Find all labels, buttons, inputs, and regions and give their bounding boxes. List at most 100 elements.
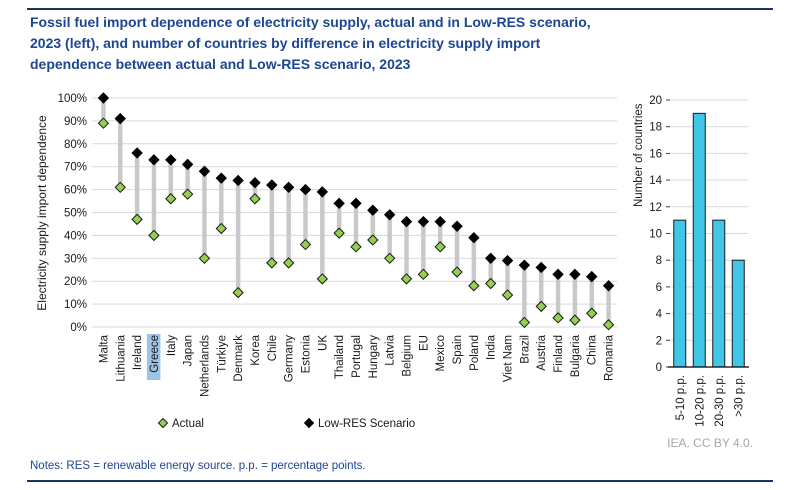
lowres-marker: [299, 183, 312, 196]
y-axis-tick-label: 14: [649, 175, 662, 187]
y-axis-tick-label: 12: [649, 202, 662, 214]
x-axis-category-label: Mexico: [435, 335, 447, 371]
lowres-marker: [148, 154, 160, 166]
x-axis-category-label: Bulgaria: [570, 334, 582, 377]
lowres-marker: [316, 186, 329, 198]
actual-marker: [333, 227, 345, 239]
actual-marker: [434, 241, 446, 253]
x-axis-category-label: UK: [317, 335, 329, 351]
x-axis-category-label: Spain: [452, 335, 464, 364]
x-axis-category-label: Romania: [604, 334, 616, 381]
actual-marker: [148, 229, 160, 242]
x-axis-category-label: Lithuania: [115, 334, 127, 381]
actual-marker: [552, 312, 564, 324]
actual-marker: [383, 252, 396, 265]
lowres-marker: [383, 209, 396, 221]
x-axis-category-label: Malta: [98, 334, 110, 363]
y-axis-tick-label: 80%: [64, 139, 87, 151]
actual-marker: [198, 252, 211, 265]
y-axis-tick-label: 70%: [64, 162, 87, 174]
actual-marker: [232, 286, 244, 299]
legend-actual-marker-icon: [157, 417, 169, 429]
lowres-marker: [97, 92, 110, 104]
x-axis-category-label: Thailand: [334, 335, 346, 379]
x-axis-category-label: India: [486, 334, 498, 360]
lowres-marker: [367, 204, 379, 216]
x-axis-category-label: Greece: [149, 335, 161, 373]
x-axis-category-label: 10-20 p.p.: [694, 375, 706, 427]
actual-marker: [97, 117, 110, 129]
actual-marker: [535, 300, 547, 313]
figure-title: Fossil fuel import dependence of electri…: [30, 12, 780, 75]
lowres-marker: [198, 165, 211, 177]
y-axis-tick-label: 8: [656, 255, 662, 267]
y-axis-tick-label: 6: [656, 282, 662, 294]
lowres-marker: [501, 254, 514, 267]
actual-marker: [282, 257, 295, 269]
actual-marker: [602, 319, 615, 331]
actual-marker: [586, 307, 598, 319]
bottom-divider: [27, 480, 773, 482]
x-axis-category-label: Denmark: [233, 335, 245, 382]
x-axis-category-label: Latvia: [385, 334, 397, 365]
lowres-marker: [131, 147, 143, 159]
lowres-marker: [282, 181, 295, 194]
lowres-marker: [266, 179, 278, 191]
y-axis-tick-label: 20%: [64, 276, 87, 288]
actual-marker: [299, 238, 312, 251]
figure-title-line-2: 2023 (left), and number of countries by …: [30, 35, 541, 51]
actual-marker: [367, 234, 379, 246]
actual-marker: [114, 181, 126, 194]
x-axis-category-label: Germany: [284, 335, 296, 383]
lowres-marker: [215, 172, 227, 184]
figure-title-line-1: Fossil fuel import dependence of electri…: [30, 14, 591, 30]
lowres-marker: [417, 215, 430, 228]
greece-highlight: [146, 334, 161, 380]
y-axis-tick-label: 2: [656, 335, 662, 347]
y-axis-tick-label: 4: [656, 309, 663, 321]
x-axis-category-label: Italy: [166, 335, 178, 356]
y-axis-tick-label: 30%: [64, 253, 87, 265]
x-axis-category-label: China: [587, 334, 599, 365]
y-axis-tick-label: 10: [649, 229, 662, 241]
actual-marker: [501, 289, 514, 301]
x-axis-category-label: Korea: [250, 334, 262, 365]
x-axis-category-label: Poland: [469, 335, 481, 371]
lowres-marker: [333, 197, 345, 210]
x-axis-category-label: 20-30 p.p.: [714, 375, 726, 427]
dumbbell-chart-import-dependence: 0% 10% 20% 30% 40% 50% 60% 70% 80% 90% 100% Electri…: [35, 92, 617, 430]
lowres-marker: [114, 112, 126, 125]
actual-marker: [316, 273, 329, 285]
actual-marker: [518, 316, 531, 329]
lowres-marker: [602, 280, 615, 292]
x-axis-category-label: Finland: [553, 335, 565, 373]
x-axis-category-label: >30 p.p.: [733, 375, 745, 417]
x-axis-category-label: Türkiye: [216, 335, 228, 373]
top-divider: [27, 8, 773, 10]
bar: [692, 112, 706, 368]
x-axis-category-label: 5-10 p.p.: [675, 375, 687, 420]
actual-marker: [165, 193, 177, 205]
actual-marker: [569, 314, 581, 326]
actual-marker: [350, 241, 362, 253]
x-axis-category-label: Estonia: [300, 334, 312, 373]
lowres-marker: [518, 259, 531, 271]
y-axis-title: Number of countries: [633, 103, 645, 207]
y-axis-tick-label: 0%: [70, 322, 87, 334]
lowres-marker: [535, 261, 547, 274]
x-axis-category-label: Austria: [536, 334, 548, 370]
actual-marker: [400, 273, 413, 285]
actual-marker: [468, 280, 480, 292]
notes-text: Notes: RES = renewable energy source. p.…: [30, 460, 366, 472]
bar: [731, 259, 745, 368]
actual-marker: [485, 277, 497, 290]
y-axis-tick-label: 50%: [64, 208, 87, 220]
lowres-marker: [165, 154, 177, 166]
x-axis-category-label: Viet Nam: [503, 335, 515, 382]
lowres-marker: [569, 268, 581, 281]
lowres-marker: [586, 270, 598, 283]
bar: [712, 219, 726, 368]
y-axis-tick-label: 40%: [64, 230, 87, 242]
x-axis-category-label: Belgium: [402, 335, 414, 377]
actual-marker: [131, 213, 143, 226]
